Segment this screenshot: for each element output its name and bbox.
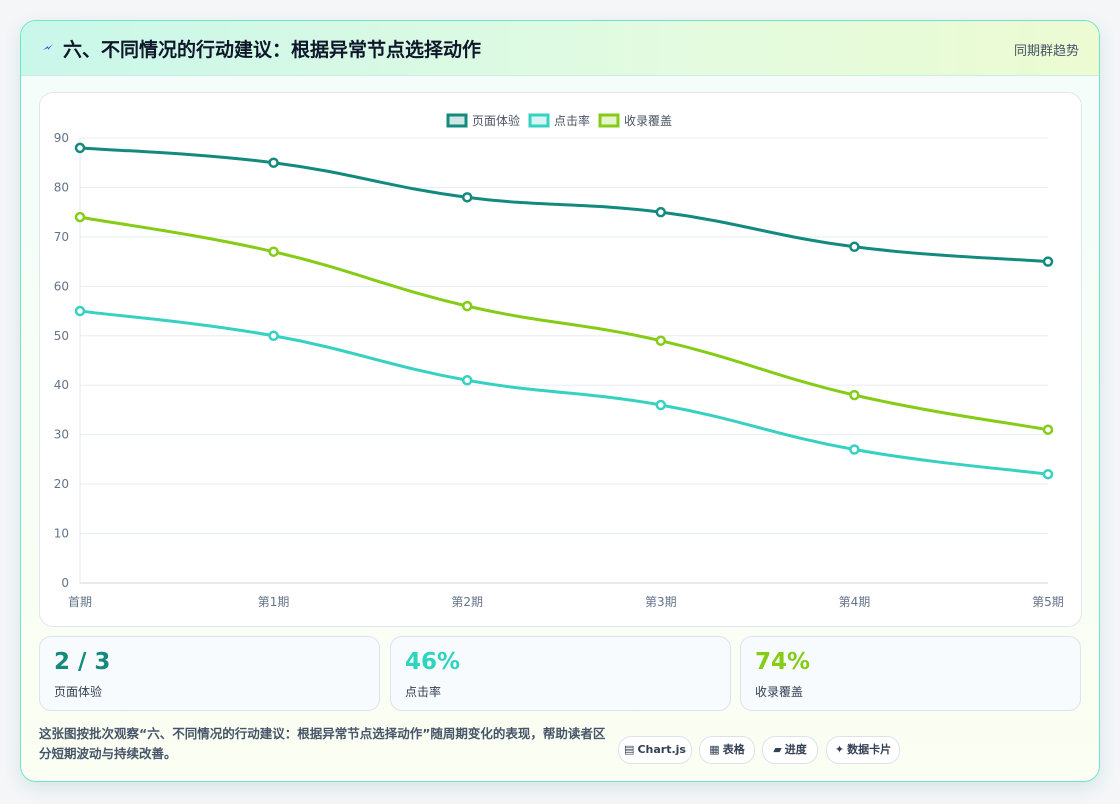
chart-icon: ▤: [624, 743, 635, 756]
x-tick-label: 第2期: [451, 595, 483, 609]
page-title: 六、不同情况的行动建议：根据异常节点选择动作: [63, 39, 482, 61]
kpi-card-page-experience: 2 / 3 页面体验: [39, 636, 380, 711]
kpi-value: 74%: [755, 649, 811, 675]
tag-label: 进度: [784, 743, 807, 756]
tag-table[interactable]: ▦ 表格: [699, 736, 755, 764]
data-point: [268, 246, 279, 257]
series-line: [78, 146, 1050, 264]
kpi-value: 2 / 3: [54, 649, 111, 675]
tag-label: 数据卡片: [847, 743, 892, 756]
data-point: [461, 375, 473, 386]
data-point: [74, 211, 86, 223]
tag-label: 表格: [722, 743, 745, 756]
kpi-value: 46%: [405, 649, 461, 675]
legend-label: 点击率: [554, 113, 590, 128]
kpi-card-ctr: 46% 点击率: [390, 636, 731, 711]
legend-swatch: [598, 113, 620, 128]
data-point: [74, 142, 86, 154]
sparkle-icon: ✦: [834, 743, 845, 756]
lightning-icon: [43, 44, 53, 50]
data-point: [655, 206, 667, 218]
progress-icon: ▰: [773, 743, 782, 756]
chart-panel: 页面体验 点击率 收录覆盖 0 10 20 30 40 50 60 70 80 90 首期 第1期 第2期 第…: [39, 92, 1082, 627]
data-point: [1042, 468, 1054, 480]
legend-label: 收录覆盖: [624, 114, 672, 128]
line-chart: 页面体验 点击率 收录覆盖 0 10 20 30 40 50 60 70 80 90 首期 第1期 第2期 第…: [54, 113, 1064, 609]
tag-progress[interactable]: ▰ 进度: [762, 736, 818, 764]
kpi-label: 点击率: [405, 685, 442, 699]
series-line: [78, 309, 1050, 476]
x-tick-label: 第5期: [1032, 595, 1064, 609]
chart-description: 这张图按批次观察“六、不同情况的行动建议：根据异常节点选择动作”随周期变化的表现…: [39, 726, 606, 761]
data-point: [655, 399, 667, 411]
y-tick-label: 0: [61, 576, 69, 590]
legend-label: 页面体验: [472, 113, 520, 128]
data-point: [461, 192, 473, 203]
table-icon: ▦: [709, 743, 720, 756]
data-point: [1042, 424, 1054, 435]
legend-swatch: [446, 113, 468, 128]
x-tick-label: 第4期: [839, 595, 871, 609]
x-tick-label: 第3期: [645, 595, 677, 609]
data-point: [655, 335, 667, 346]
tag-chartjs[interactable]: ▤ Chart.js: [618, 736, 692, 764]
tag-label: Chart.js: [637, 743, 686, 756]
y-tick-label: 40: [54, 378, 69, 392]
y-tick-label: 70: [54, 230, 69, 244]
kpi-label: 页面体验: [54, 685, 103, 699]
y-tick-label: 50: [54, 329, 69, 343]
chart-card: 六、不同情况的行动建议：根据异常节点选择动作 同期群趋势 页面体验 点击率 收录覆盖…: [20, 20, 1100, 782]
kpi-label: 收录覆盖: [755, 685, 804, 699]
data-point: [268, 157, 279, 168]
x-tick-label: 第1期: [258, 595, 290, 609]
x-tick-label: 首期: [68, 595, 92, 609]
kpi-card-index-coverage: 74% 收录覆盖: [740, 636, 1081, 711]
data-point: [849, 444, 860, 455]
y-tick-label: 30: [54, 428, 69, 442]
data-point: [849, 241, 860, 253]
data-point: [461, 300, 473, 312]
tag-data-card[interactable]: ✦ 数据卡片: [826, 736, 900, 764]
data-point: [849, 389, 860, 401]
series-line: [78, 215, 1050, 432]
y-tick-label: 20: [54, 477, 69, 491]
data-point: [74, 305, 86, 317]
card-header: 六、不同情况的行动建议：根据异常节点选择动作 同期群趋势: [21, 21, 1099, 76]
y-tick-label: 10: [54, 527, 69, 541]
y-tick-label: 60: [54, 279, 69, 293]
data-point: [1042, 256, 1054, 267]
y-tick-label: 90: [54, 131, 69, 145]
y-tick-label: 80: [54, 180, 69, 194]
cohort-trend-link[interactable]: 同期群趋势: [1013, 44, 1079, 59]
data-point: [268, 330, 279, 342]
legend-swatch: [528, 113, 550, 128]
